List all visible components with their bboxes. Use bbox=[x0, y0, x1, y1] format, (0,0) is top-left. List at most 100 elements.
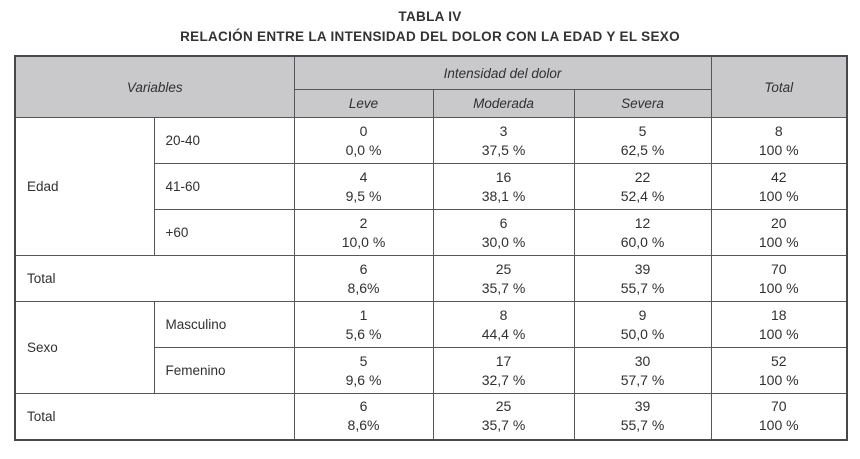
cell-moderada: 8 44,4 % bbox=[432, 301, 575, 348]
cell-count: 30 bbox=[634, 352, 651, 369]
cell-leve: 6 8,6% bbox=[293, 255, 434, 302]
cell-leve: 1 5,6 % bbox=[293, 301, 434, 348]
cell-total: 8 100 % bbox=[710, 117, 848, 164]
cell-percent: 9,5 % bbox=[345, 187, 382, 204]
cell-percent: 5,6 % bbox=[345, 325, 382, 342]
cell-percent: 100 % bbox=[758, 141, 799, 158]
cell-percent: 52,4 % bbox=[620, 187, 665, 204]
cell-count: 20 bbox=[770, 214, 787, 231]
cell-moderada: 25 35,7 % bbox=[432, 255, 575, 302]
cell-moderada: 16 38,1 % bbox=[432, 163, 575, 210]
cell-percent: 100 % bbox=[758, 233, 799, 250]
cell-total: 42 100 % bbox=[710, 163, 848, 210]
cell-count: 39 bbox=[634, 260, 651, 277]
cell-count: 5 bbox=[359, 352, 368, 369]
cell-severa: 22 52,4 % bbox=[573, 163, 712, 210]
cell-count: 70 bbox=[770, 398, 787, 415]
header-intensity-group: Intensidad del dolor bbox=[293, 55, 712, 90]
header-variables: Variables bbox=[14, 55, 295, 118]
cell-percent: 0,0 % bbox=[345, 141, 382, 158]
cell-leve: 5 9,6 % bbox=[293, 347, 434, 394]
cell-count: 6 bbox=[359, 398, 368, 415]
cell-percent: 62,5 % bbox=[620, 141, 665, 158]
row-label: 41-60 bbox=[153, 163, 295, 210]
header-level-moderada: Moderada bbox=[432, 89, 575, 118]
row-group-edad: Edad bbox=[14, 117, 155, 256]
cell-leve: 6 8,6% bbox=[293, 393, 434, 440]
cell-percent: 50,0 % bbox=[620, 325, 665, 342]
header-row-top: Variables Intensidad del dolor Total bbox=[14, 55, 848, 118]
cell-total: 20 100 % bbox=[710, 209, 848, 256]
data-table: Variables Intensidad del dolor Total Lev… bbox=[14, 55, 848, 441]
cell-total: 18 100 % bbox=[710, 301, 848, 348]
row-group-sexo: Sexo bbox=[14, 301, 155, 394]
cell-percent: 35,7 % bbox=[481, 279, 526, 296]
cell-severa: 5 62,5 % bbox=[573, 117, 712, 164]
table-row-edad-total: Total 6 8,6% 25 35,7 % 39 55,7 % 70 100 … bbox=[14, 255, 848, 302]
cell-percent: 100 % bbox=[758, 325, 799, 342]
row-label: Femenino bbox=[153, 347, 295, 394]
cell-moderada: 3 37,5 % bbox=[432, 117, 575, 164]
table-row-sexo-masculino: Sexo Masculino 1 5,6 % 8 44,4 % 9 50,0 %… bbox=[14, 301, 848, 394]
cell-moderada: 6 30,0 % bbox=[432, 209, 575, 256]
cell-percent: 32,7 % bbox=[481, 371, 526, 388]
cell-percent: 35,7 % bbox=[481, 417, 526, 434]
cell-percent: 100 % bbox=[758, 279, 799, 296]
table-number-title: TABLA IV bbox=[398, 9, 462, 24]
cell-percent: 100 % bbox=[758, 187, 799, 204]
cell-count: 8 bbox=[499, 306, 508, 323]
cell-percent: 38,1 % bbox=[481, 187, 526, 204]
table-row-edad-20-40: Edad 20-40 0 0,0 % 3 37,5 % 5 62,5 % 8 1… bbox=[14, 117, 848, 256]
cell-severa: 12 60,0 % bbox=[573, 209, 712, 256]
cell-count: 2 bbox=[359, 214, 368, 231]
cell-count: 25 bbox=[495, 398, 512, 415]
table-row-sexo-total: Total 6 8,6% 25 35,7 % 39 55,7 % 70 100 … bbox=[14, 393, 848, 440]
row-label: Masculino bbox=[153, 301, 295, 348]
table-row-edad-60plus: +60 2 10,0 % 6 30,0 % 12 60,0 % 20 100 % bbox=[15, 209, 848, 256]
cell-count: 52 bbox=[770, 352, 787, 369]
cell-count: 25 bbox=[495, 260, 512, 277]
cell-count: 22 bbox=[634, 168, 651, 185]
table-figure: TABLA IV RELACIÓN ENTRE LA INTENSIDAD DE… bbox=[14, 9, 848, 441]
cell-percent: 100 % bbox=[758, 371, 799, 388]
cell-severa: 39 55,7 % bbox=[573, 393, 712, 440]
cell-leve: 2 10,0 % bbox=[293, 209, 434, 256]
cell-severa: 39 55,7 % bbox=[573, 255, 712, 302]
table-header: Variables Intensidad del dolor Total Lev… bbox=[14, 55, 848, 118]
cell-count: 9 bbox=[638, 306, 647, 323]
cell-severa: 30 57,7 % bbox=[573, 347, 712, 394]
cell-total: 70 100 % bbox=[710, 393, 848, 440]
cell-count: 0 bbox=[359, 122, 368, 139]
cell-percent: 30,0 % bbox=[481, 233, 526, 250]
cell-percent: 100 % bbox=[758, 417, 799, 434]
cell-severa: 9 50,0 % bbox=[573, 301, 712, 348]
cell-leve: 0 0,0 % bbox=[293, 117, 434, 164]
cell-count: 39 bbox=[634, 398, 651, 415]
cell-percent: 8,6% bbox=[347, 279, 380, 296]
cell-percent: 8,6% bbox=[347, 417, 380, 434]
table-caption: RELACIÓN ENTRE LA INTENSIDAD DEL DOLOR C… bbox=[180, 29, 680, 44]
cell-percent: 60,0 % bbox=[620, 233, 665, 250]
cell-total: 52 100 % bbox=[710, 347, 848, 394]
header-total: Total bbox=[710, 55, 848, 118]
cell-count: 5 bbox=[638, 122, 647, 139]
cell-count: 18 bbox=[770, 306, 787, 323]
cell-count: 70 bbox=[770, 260, 787, 277]
cell-percent: 37,5 % bbox=[481, 141, 526, 158]
cell-moderada: 17 32,7 % bbox=[432, 347, 575, 394]
table-row-edad-41-60: 41-60 4 9,5 % 16 38,1 % 22 52,4 % 42 100… bbox=[15, 163, 848, 210]
cell-percent: 44,4 % bbox=[481, 325, 526, 342]
cell-percent: 10,0 % bbox=[341, 233, 386, 250]
cell-percent: 55,7 % bbox=[620, 417, 665, 434]
header-level-severa: Severa bbox=[573, 89, 712, 118]
cell-count: 6 bbox=[359, 260, 368, 277]
cell-count: 8 bbox=[774, 122, 783, 139]
cell-count: 1 bbox=[359, 306, 368, 323]
cell-percent: 55,7 % bbox=[620, 279, 665, 296]
cell-moderada: 25 35,7 % bbox=[432, 393, 575, 440]
cell-count: 42 bbox=[770, 168, 787, 185]
cell-count: 12 bbox=[634, 214, 651, 231]
cell-count: 17 bbox=[495, 352, 512, 369]
row-label: 20-40 bbox=[153, 117, 295, 164]
row-label: +60 bbox=[153, 209, 295, 256]
